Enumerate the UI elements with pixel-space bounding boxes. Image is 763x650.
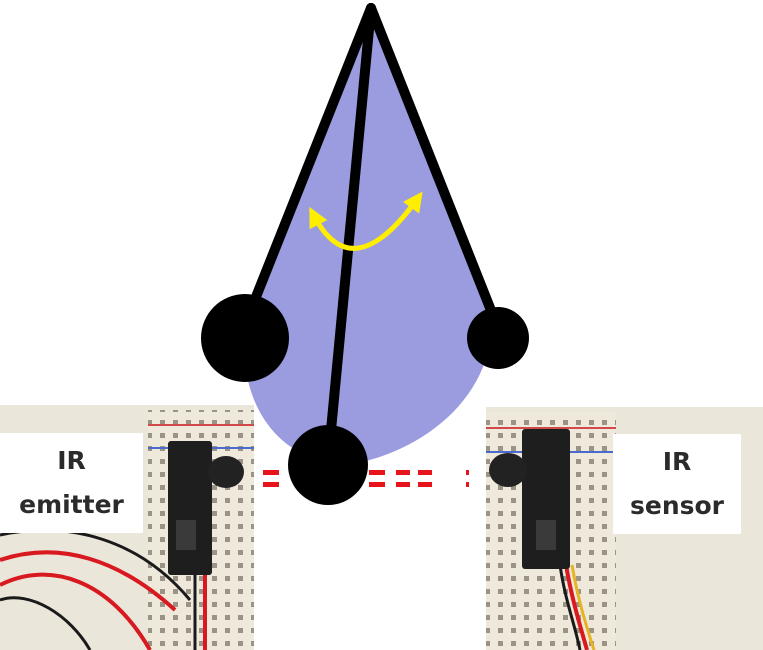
- ir-emitter-label: IR emitter: [0, 433, 143, 533]
- ir-sensor-lens: [489, 453, 527, 487]
- pendulum-rods: [241, 3, 503, 467]
- pendulum-bob-center: [288, 425, 368, 505]
- ir-sensor-body: [522, 429, 570, 569]
- ir-sensor-label: IR sensor: [613, 434, 741, 534]
- ir-sensor-label-line2: sensor: [629, 491, 725, 520]
- pendulum-swing-area: [244, 8, 498, 465]
- ir-beam-icon: [263, 470, 469, 487]
- ir-emitter-body: [168, 441, 212, 575]
- ir-emitter-label-line1: IR: [57, 446, 86, 475]
- swing-arrow-icon: [309, 191, 423, 251]
- ir-sensor-label-line1: IR: [662, 447, 692, 476]
- ir-emitter-lens: [208, 456, 244, 488]
- ir-emitter-label-line2: emitter: [19, 490, 124, 519]
- pendulum-bob-left: [201, 294, 289, 382]
- pendulum-bob-right: [467, 307, 529, 369]
